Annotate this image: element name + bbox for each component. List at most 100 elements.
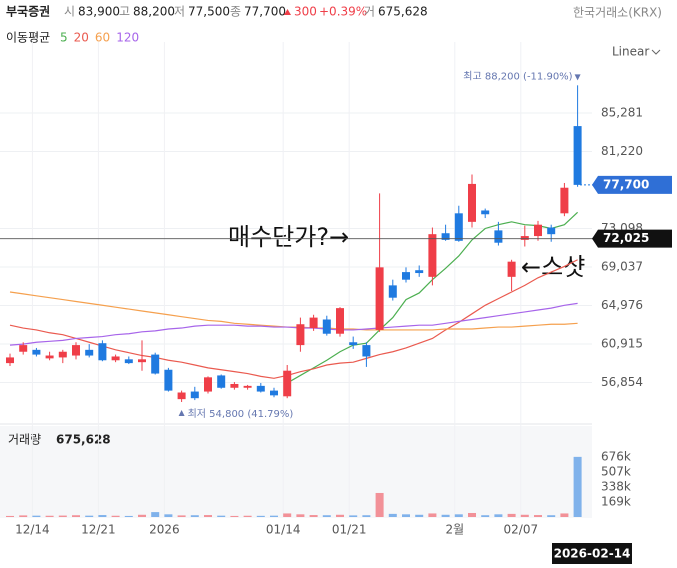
x-tick-label: 12/14 xyxy=(15,523,50,537)
volume-bar xyxy=(6,515,14,517)
volume-bar xyxy=(164,514,173,517)
volume-bar xyxy=(124,515,133,517)
low-value: 77,500 xyxy=(188,5,230,19)
open-label: 시 xyxy=(64,5,75,19)
ma-legend: 60 xyxy=(95,31,110,45)
candle-body xyxy=(573,126,582,185)
volume-label: 거 xyxy=(364,5,375,19)
candle-body xyxy=(217,375,226,388)
candle-body xyxy=(309,317,318,329)
candle-body xyxy=(204,377,212,392)
candle-body xyxy=(177,392,186,400)
volume-bar xyxy=(362,515,371,517)
ma-line xyxy=(9,302,578,346)
volume-bar xyxy=(441,514,450,517)
volume-bar xyxy=(204,515,212,517)
volume-bar xyxy=(481,515,490,517)
candle-body xyxy=(151,354,160,374)
ma-line xyxy=(9,291,578,331)
open-value: 83,900 xyxy=(78,5,120,19)
volume-bar xyxy=(32,515,41,517)
ma-legend: 5 xyxy=(60,31,68,45)
x-tick-label: 01/14 xyxy=(266,523,301,537)
ma-legend: 120 xyxy=(116,31,139,45)
y-tick-label: 64,976 xyxy=(601,298,643,312)
volume-title-value: 675,628 xyxy=(56,433,111,447)
candle-body xyxy=(256,385,265,392)
current-price-label: 77,700 xyxy=(603,177,649,191)
high-note: 최고 88,200 (-11.90%) xyxy=(463,70,572,82)
scale-mode[interactable]: Linear xyxy=(612,45,649,59)
dropdown-icon[interactable] xyxy=(651,49,661,55)
candle-body xyxy=(296,324,305,346)
volume-bar xyxy=(111,515,120,517)
volume-bar xyxy=(494,514,503,517)
y-tick-label: 56,854 xyxy=(601,375,643,389)
volume-bar xyxy=(375,492,384,517)
high-value: 88,200 xyxy=(133,5,175,19)
high-label: 고 xyxy=(119,5,130,19)
volume-bar xyxy=(322,515,331,517)
volume-bar xyxy=(151,512,160,517)
x-tick-label: 12/21 xyxy=(81,523,116,537)
buy-price-note: 매수단가?→ xyxy=(228,223,349,251)
volume-bar xyxy=(573,456,582,517)
candle-body xyxy=(547,227,556,235)
x-tick-label: 02/07 xyxy=(504,523,539,537)
volume-bar xyxy=(138,514,146,517)
crosshair-label: 72,025 xyxy=(603,231,649,245)
candle-body xyxy=(349,342,358,346)
candle-body xyxy=(6,357,14,364)
y-tick-label: 85,281 xyxy=(601,105,643,119)
y-tick-label: 81,220 xyxy=(601,144,643,158)
candle-body xyxy=(19,345,28,352)
change: 300 xyxy=(294,5,317,19)
volume-bar xyxy=(415,514,424,517)
x-tick-label: 2월 xyxy=(445,523,464,537)
candle-body xyxy=(45,355,54,359)
crosshair-date-badge xyxy=(552,543,632,564)
volume-bar xyxy=(283,513,292,517)
y-tick-label: 69,037 xyxy=(601,260,643,274)
candle-body xyxy=(283,370,292,397)
volume-bar xyxy=(190,515,199,517)
candle-body xyxy=(98,343,107,361)
candle-body xyxy=(402,272,410,280)
volume-bar xyxy=(85,515,94,517)
candle-body xyxy=(362,345,371,357)
low-label: 저 xyxy=(174,5,185,19)
x-tick-label: 01/21 xyxy=(332,523,367,537)
candle-body xyxy=(428,234,437,277)
candle-body xyxy=(375,267,384,330)
up-icon xyxy=(284,9,291,15)
candle-body xyxy=(230,383,239,388)
volume-bar xyxy=(547,515,556,517)
volume-bar xyxy=(45,515,54,517)
volume-bar xyxy=(230,515,239,517)
candle-body xyxy=(124,359,133,364)
crosshair-date: 2026-02-14 xyxy=(554,547,631,561)
volume-bar xyxy=(19,515,28,517)
candle-body xyxy=(322,319,331,334)
candle-body xyxy=(72,345,80,356)
candle-body xyxy=(560,187,569,214)
volume-bar xyxy=(560,513,569,517)
candle-body xyxy=(243,385,252,388)
volume-tick-label: 507k xyxy=(601,464,631,478)
candle-body xyxy=(454,213,463,241)
exchange: 한국거래소(KRX) xyxy=(573,6,662,20)
low-marker xyxy=(178,409,185,416)
volume-bar xyxy=(98,515,107,517)
x-tick-label: 2026 xyxy=(149,523,180,537)
stock-name: 부국증권 xyxy=(6,5,50,19)
close-label: 종 xyxy=(230,5,241,19)
volume-bar xyxy=(296,514,305,517)
volume-bar xyxy=(388,513,397,517)
volume-bar xyxy=(336,514,344,517)
crosshair-badge xyxy=(592,229,672,248)
candle-body xyxy=(85,349,94,356)
volume-bar xyxy=(402,514,410,517)
volume-bar xyxy=(534,515,542,517)
volume-tick-label: 338k xyxy=(601,479,631,493)
